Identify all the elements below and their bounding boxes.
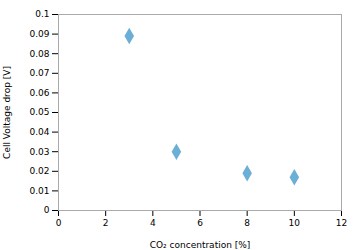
svg-text:0.03: 0.03	[29, 147, 49, 157]
svg-text:8: 8	[244, 218, 250, 228]
svg-text:12: 12	[336, 218, 347, 228]
svg-text:0.08: 0.08	[29, 49, 49, 59]
svg-text:0.02: 0.02	[29, 166, 49, 176]
svg-text:0: 0	[56, 218, 62, 228]
svg-text:0: 0	[44, 205, 50, 215]
svg-text:4: 4	[150, 218, 156, 228]
svg-text:CO₂ concentration [%]: CO₂ concentration [%]	[150, 240, 251, 250]
svg-text:10: 10	[289, 218, 301, 228]
svg-text:2: 2	[103, 218, 109, 228]
svg-text:0.01: 0.01	[29, 186, 49, 196]
svg-text:0.07: 0.07	[29, 68, 49, 78]
svg-text:0.1: 0.1	[35, 9, 49, 19]
svg-text:0.09: 0.09	[29, 29, 49, 39]
svg-text:Cell Voltage drop [V]: Cell Voltage drop [V]	[2, 66, 12, 159]
svg-text:0.04: 0.04	[29, 127, 49, 137]
svg-text:0.05: 0.05	[29, 107, 49, 117]
svg-text:6: 6	[197, 218, 203, 228]
svg-text:0.06: 0.06	[29, 88, 49, 98]
